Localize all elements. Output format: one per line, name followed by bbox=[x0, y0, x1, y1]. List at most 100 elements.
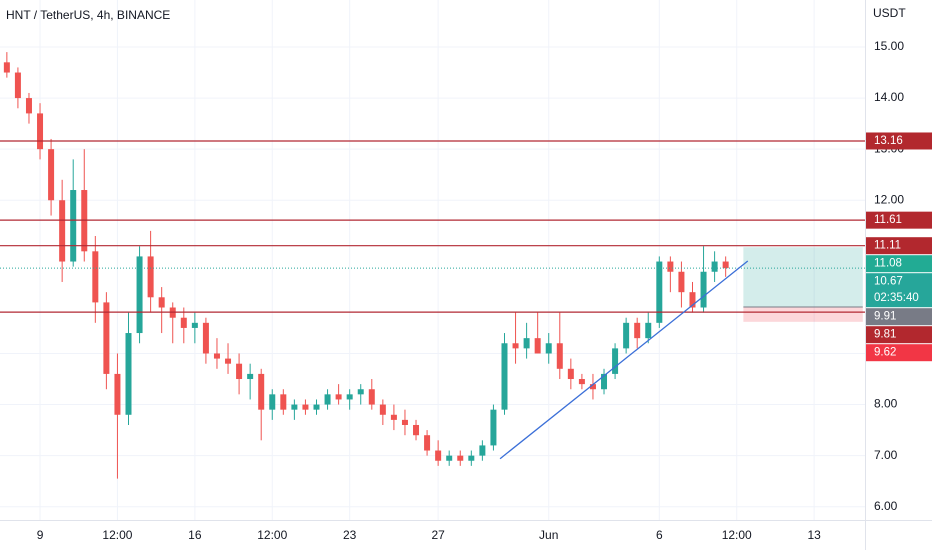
candle-body bbox=[125, 333, 132, 415]
chart-title: HNT / TetherUS, 4h, BINANCE bbox=[6, 8, 170, 22]
candle-body bbox=[291, 404, 298, 410]
candle-body bbox=[280, 394, 287, 410]
candle-body bbox=[722, 261, 729, 269]
candle-body bbox=[612, 348, 619, 374]
candle-body bbox=[313, 404, 320, 410]
candle-body bbox=[247, 373, 254, 380]
price-tag-label: 9.62 bbox=[874, 347, 896, 359]
candle-body bbox=[623, 322, 630, 349]
candle-body bbox=[379, 404, 386, 415]
candle-body bbox=[656, 261, 663, 323]
candle-body bbox=[567, 368, 574, 380]
candle-body bbox=[700, 271, 707, 308]
candle-body bbox=[258, 373, 265, 410]
candle-body bbox=[446, 455, 453, 461]
candle-body bbox=[158, 297, 165, 308]
price-tag bbox=[866, 344, 932, 362]
candle-body bbox=[3, 62, 10, 73]
candle-body bbox=[578, 379, 585, 385]
x-tick-label: 13 bbox=[807, 528, 821, 542]
candle-body bbox=[147, 256, 154, 298]
candle-body bbox=[14, 72, 21, 99]
x-tick-label: 23 bbox=[343, 528, 357, 542]
candle-body bbox=[534, 338, 541, 354]
candle-body bbox=[302, 404, 309, 410]
candle-body bbox=[136, 256, 143, 334]
candle-body bbox=[512, 343, 519, 349]
x-tick-label: 12:00 bbox=[257, 528, 287, 542]
candle-body bbox=[269, 394, 276, 410]
price-tag-label: 10.67 bbox=[874, 276, 903, 288]
y-tick-label: 12.00 bbox=[874, 192, 904, 206]
candle-body bbox=[357, 389, 364, 395]
candle-body bbox=[601, 373, 608, 390]
candle-body bbox=[59, 200, 66, 262]
candle-body bbox=[645, 322, 652, 339]
candle-body bbox=[667, 261, 674, 272]
candle-body bbox=[589, 384, 596, 390]
y-tick-label: 15.00 bbox=[874, 39, 904, 53]
candle-body bbox=[92, 251, 99, 303]
countdown-label: 02:35:40 bbox=[874, 292, 919, 304]
candle-body bbox=[191, 322, 198, 328]
price-tag-label: 9.81 bbox=[874, 329, 896, 341]
candle-body bbox=[180, 317, 187, 328]
candle-body bbox=[48, 149, 55, 201]
x-tick-label: 6 bbox=[656, 528, 663, 542]
candle-body bbox=[103, 302, 110, 374]
loss-zone bbox=[743, 306, 863, 322]
candle-body bbox=[37, 113, 44, 150]
candle-body bbox=[401, 419, 408, 425]
x-tick-label: 12:00 bbox=[722, 528, 752, 542]
y-tick-label: 8.00 bbox=[874, 397, 898, 411]
x-tick-label: 9 bbox=[37, 528, 44, 542]
candle-body bbox=[457, 455, 464, 461]
y-tick-label: 7.00 bbox=[874, 448, 898, 462]
price-tag bbox=[866, 132, 932, 150]
y-tick-label: 14.00 bbox=[874, 90, 904, 104]
price-tag-label: 13.16 bbox=[874, 135, 903, 147]
price-tag bbox=[866, 255, 932, 273]
price-tag bbox=[866, 211, 932, 229]
candle-body bbox=[225, 358, 232, 364]
candle-body bbox=[523, 338, 530, 349]
candle-body bbox=[545, 343, 552, 354]
candle-body bbox=[634, 322, 641, 339]
currency-label: USDT bbox=[873, 6, 906, 20]
candle-body bbox=[114, 373, 121, 415]
candle-body bbox=[390, 414, 397, 420]
price-tag-label: 11.61 bbox=[874, 214, 902, 226]
price-tag bbox=[866, 273, 932, 308]
candle-body bbox=[413, 424, 420, 436]
x-tick-label: 16 bbox=[188, 528, 202, 542]
candle-body bbox=[335, 394, 342, 400]
candle-body bbox=[678, 271, 685, 293]
price-tag bbox=[866, 326, 932, 344]
candle-body bbox=[490, 409, 497, 446]
x-tick-label: 27 bbox=[431, 528, 445, 542]
candle-body bbox=[689, 292, 696, 308]
price-tag-label: 11.11 bbox=[874, 240, 901, 252]
price-tag bbox=[866, 237, 932, 255]
candle-body bbox=[213, 353, 220, 359]
x-tick-label: Jun bbox=[539, 528, 558, 542]
candle-body bbox=[346, 394, 353, 400]
candle-body bbox=[556, 343, 563, 369]
candle-body bbox=[236, 363, 243, 380]
candle-body bbox=[368, 389, 375, 405]
candle-body bbox=[468, 455, 475, 461]
candle-body bbox=[424, 435, 431, 451]
profit-zone bbox=[743, 247, 863, 307]
candle-body bbox=[435, 450, 442, 461]
candle-body bbox=[479, 445, 486, 456]
price-tag-label: 9.91 bbox=[874, 311, 896, 323]
candle-body bbox=[711, 261, 718, 272]
price-tag-label: 11.08 bbox=[874, 258, 902, 270]
candle-body bbox=[501, 343, 508, 410]
candle-body bbox=[70, 190, 77, 262]
trendline bbox=[499, 260, 749, 460]
x-tick-label: 12:00 bbox=[102, 528, 132, 542]
candle-body bbox=[324, 394, 331, 405]
